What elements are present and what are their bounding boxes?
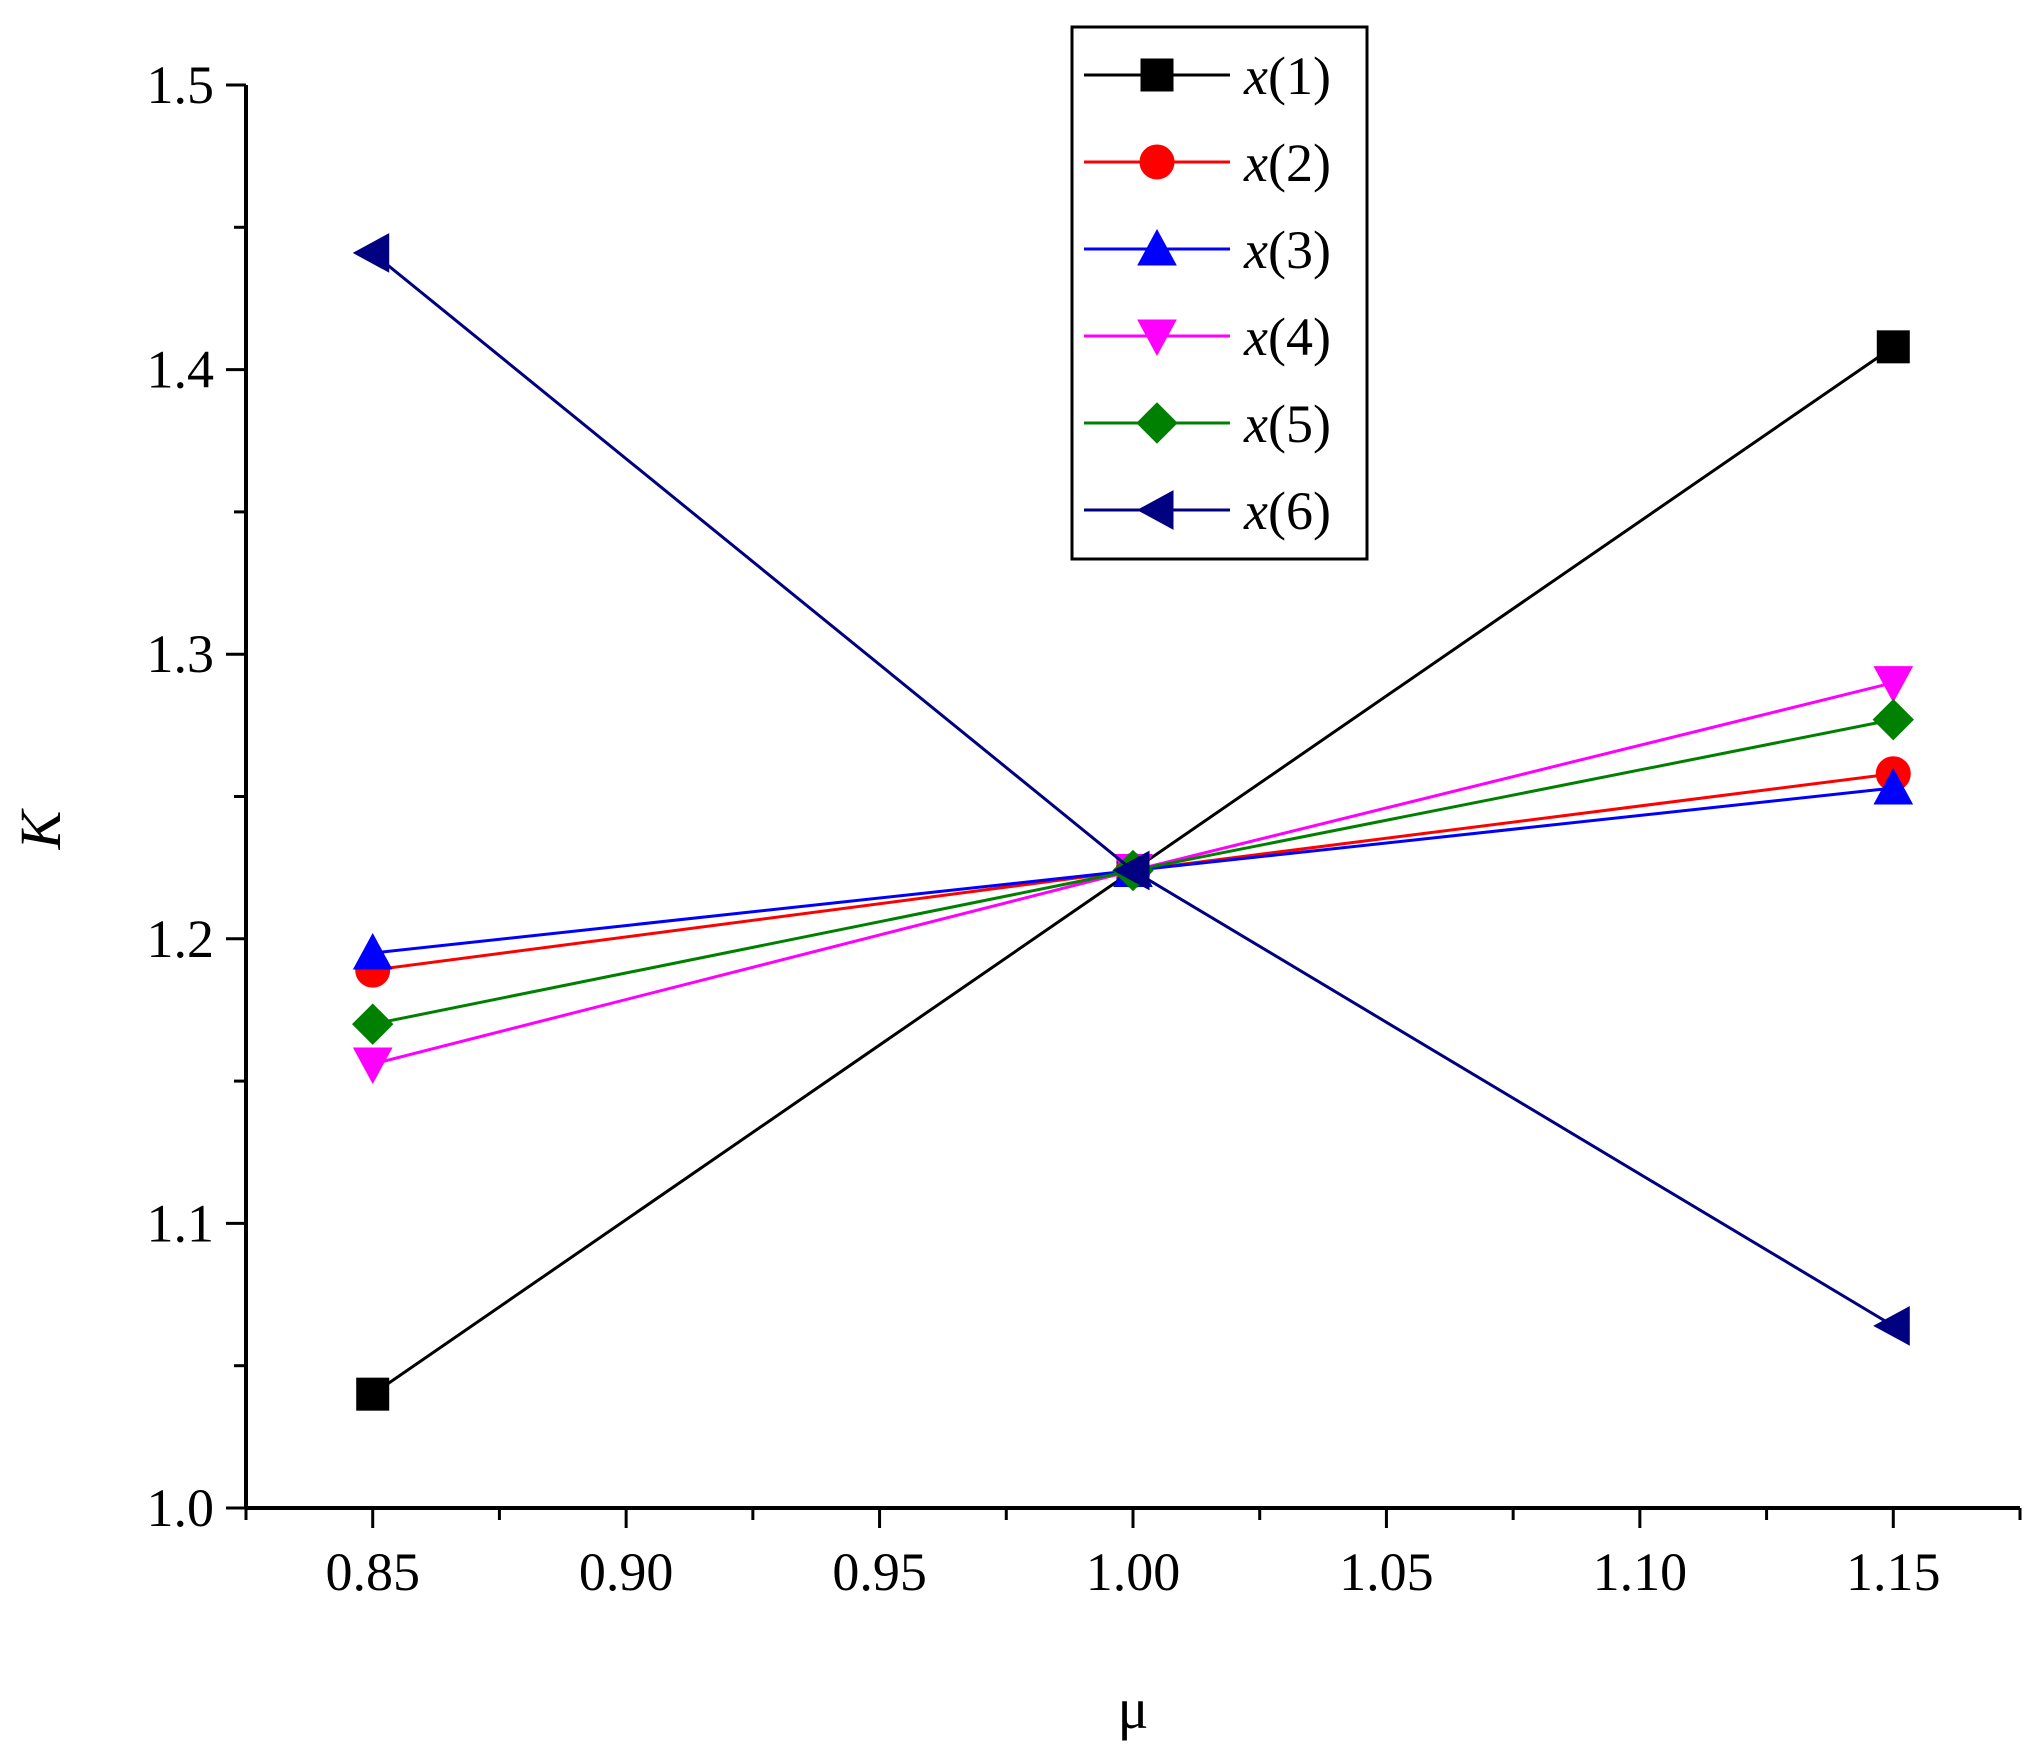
data-point: [1112, 850, 1150, 891]
legend-marker: [1137, 319, 1177, 357]
y-tick-label: 1.3: [147, 624, 215, 684]
x-axis-title: μ: [1117, 1676, 1148, 1741]
data-point: [352, 932, 393, 970]
data-point: [1873, 1306, 1910, 1346]
legend-entry: x(5): [1084, 394, 1331, 454]
legend-entry: x(6): [1084, 481, 1331, 541]
legend-box: [1070, 25, 1369, 561]
data-point: [352, 1047, 393, 1085]
legend-entry: x(2): [1084, 133, 1331, 193]
legend-label: x(1): [1243, 46, 1331, 106]
series-layer: [352, 233, 1914, 1411]
legend: x(1) x(2) x(3) x(4) x(5) x(6): [1070, 25, 1369, 561]
data-point: [1873, 767, 1914, 805]
series-6: [352, 233, 1910, 1346]
legend-marker: [1139, 144, 1175, 180]
y-tick-label: 1.0: [147, 1478, 215, 1538]
y-tick-label: 1.4: [147, 340, 215, 400]
legend-label: x(6): [1243, 481, 1331, 541]
legend-entry: x(1): [1084, 46, 1331, 106]
data-point: [1872, 698, 1914, 741]
x-tick-label: 0.95: [832, 1542, 927, 1602]
legend-entry: x(3): [1084, 220, 1331, 280]
y-tick-label: 1.1: [147, 1193, 215, 1253]
legend-marker: [1140, 58, 1174, 92]
legend-marker: [1137, 228, 1177, 266]
legend-marker: [1136, 402, 1178, 444]
legend-label: x(3): [1243, 220, 1331, 280]
legend-label: x(2): [1243, 133, 1331, 193]
legend-label: x(4): [1243, 307, 1331, 367]
x-tick-label: 1.10: [1593, 1542, 1688, 1602]
y-axis-title: K: [8, 807, 73, 850]
data-point: [356, 1377, 390, 1411]
legend-label: x(5): [1243, 394, 1331, 454]
x-tick-label: 1.05: [1339, 1542, 1434, 1602]
ticks: 0.85 0.90 0.95 1.00 1.05 1.10 1.15 1.0 1.1 1.2 1.3…: [147, 55, 2022, 1602]
x-tick-label: 1.15: [1846, 1542, 1941, 1602]
data-point: [352, 233, 390, 273]
data-point: [352, 1003, 394, 1045]
x-tick-label: 0.85: [325, 1542, 420, 1602]
data-point: [1873, 666, 1914, 703]
y-tick-label: 1.2: [147, 909, 215, 969]
x-tick-label: 1.00: [1086, 1542, 1181, 1602]
data-point: [1876, 330, 1910, 364]
y-tick-label: 1.5: [147, 55, 215, 115]
legend-marker: [1136, 490, 1174, 530]
x-tick-label: 0.90: [579, 1542, 674, 1602]
legend-entry: x(4): [1084, 307, 1331, 367]
